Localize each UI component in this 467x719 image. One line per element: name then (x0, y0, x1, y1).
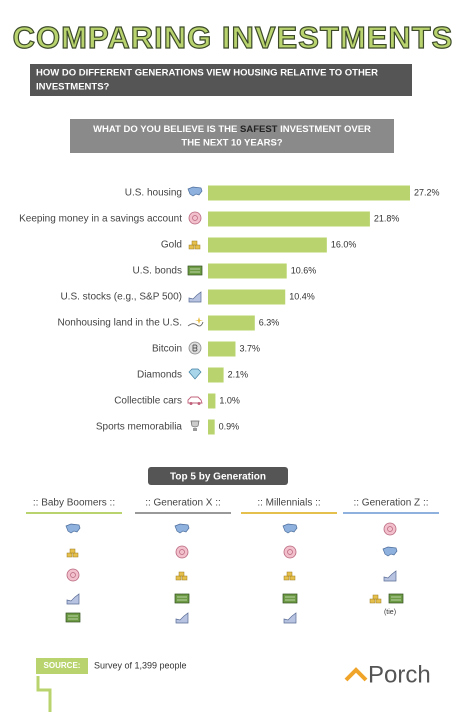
category-label: Collectible cars (114, 396, 182, 407)
value-label: 6.3% (259, 317, 280, 327)
generations-title: Top 5 by Generation (170, 472, 266, 483)
category-label: U.S. stocks (e.g., S&P 500) (60, 292, 182, 303)
bar (208, 237, 327, 253)
generation-header: :: Baby Boomers :: (33, 498, 115, 509)
question-part: WHAT DO YOU BELIEVE IS THE (93, 124, 237, 135)
question-highlight: SAFEST (240, 124, 278, 135)
question-band (70, 119, 394, 153)
value-label: 3.7% (239, 343, 260, 353)
bar (208, 263, 287, 279)
bar (208, 393, 216, 409)
category-label: Diamonds (137, 370, 182, 381)
question-part: INVESTMENT OVER (280, 124, 371, 135)
source-text: Survey of 1,399 people (94, 660, 187, 670)
brand: Porch (368, 661, 431, 688)
bar (208, 211, 370, 227)
tie-note: (tie) (384, 609, 396, 616)
brand-mark (344, 667, 368, 682)
generation-header: :: Generation Z :: (353, 498, 428, 509)
category-label: Keeping money in a savings account (19, 214, 182, 225)
bar (208, 341, 236, 357)
bar (208, 419, 215, 435)
value-label: 1.0% (219, 395, 240, 405)
bar-chart: U.S. housing 27.2% Keeping money in a savi… (19, 185, 440, 435)
question: THE NEXT 10 YEARS? (181, 138, 282, 149)
generation-header: :: Generation X :: (145, 498, 221, 509)
decor (36, 676, 52, 712)
bar (208, 185, 410, 201)
value-label: 0.9% (219, 421, 240, 431)
category-label: Bitcoin (152, 344, 182, 355)
category-label: Nonhousing land in the U.S. (57, 318, 182, 329)
source-badge (36, 658, 88, 674)
question: WHAT DO YOU BELIEVE IS THE SAFEST INVEST… (93, 124, 371, 135)
value-label: 10.4% (289, 291, 315, 301)
generation-header: :: Millennials :: (257, 498, 320, 509)
title: COMPARING INVESTMENTS (13, 20, 454, 55)
generation-icons (65, 522, 404, 624)
generations-band (148, 467, 288, 485)
subtitle-band (30, 64, 412, 96)
bar (208, 289, 286, 305)
category-label: Gold (161, 240, 182, 251)
value-label: 16.0% (331, 239, 357, 249)
subtitle: HOW DO DIFFERENT GENERATIONS VIEW HOUSIN… (36, 68, 378, 79)
generation-columns: :: Baby Boomers :::: Generation X :::: M… (26, 498, 439, 514)
category-label: Sports memorabilia (96, 422, 183, 433)
value-label: 2.1% (228, 369, 249, 379)
category-label: U.S. bonds (133, 266, 182, 277)
value-label: 10.6% (291, 265, 317, 275)
bar (208, 315, 255, 331)
subtitle: INVESTMENTS? (36, 82, 110, 93)
category-label: U.S. housing (125, 188, 182, 199)
category-icons (187, 186, 204, 432)
value-label: 21.8% (374, 213, 400, 223)
value-label: 27.2% (414, 187, 440, 197)
source-label: SOURCE: (44, 661, 81, 670)
bar (208, 367, 224, 383)
